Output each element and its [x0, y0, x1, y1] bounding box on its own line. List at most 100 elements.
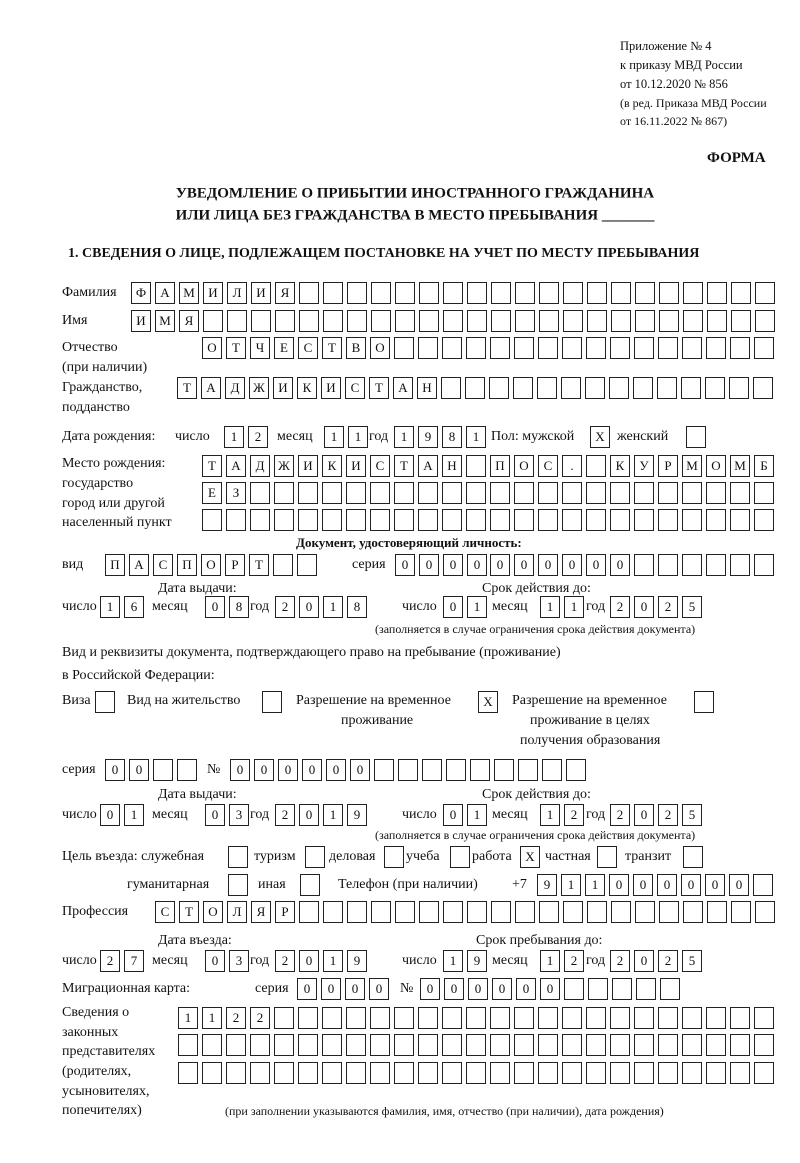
sex-male-checkbox[interactable]: X	[590, 426, 610, 448]
stay-until-month-cell[interactable]: 1	[540, 950, 560, 972]
name-cell[interactable]	[371, 310, 391, 332]
id-kind-cell[interactable]: О	[201, 554, 221, 576]
birth-place-3-cell[interactable]	[250, 509, 270, 531]
surname-cell[interactable]	[371, 282, 391, 304]
id-kind-cell[interactable]	[273, 554, 293, 576]
id-number-cell[interactable]	[730, 554, 750, 576]
stay-issue-year-cell[interactable]: 9	[347, 804, 367, 826]
stay-issue-year-cell[interactable]: 2	[275, 804, 295, 826]
citizenship-cell[interactable]	[513, 377, 533, 399]
birth-place-1-cell[interactable]: Р	[658, 455, 678, 477]
patronymic-cell[interactable]	[466, 337, 486, 359]
representatives-3-cell[interactable]	[490, 1062, 510, 1084]
phone-cell[interactable]	[753, 874, 773, 896]
citizenship-cell[interactable]: Д	[225, 377, 245, 399]
id-number-cell[interactable]	[682, 554, 702, 576]
patronymic-cell[interactable]	[682, 337, 702, 359]
name-cell[interactable]: М	[155, 310, 175, 332]
representatives-3-cell[interactable]	[226, 1062, 246, 1084]
citizenship-cell[interactable]: А	[201, 377, 221, 399]
surname-cell[interactable]	[299, 282, 319, 304]
representatives-1-cell[interactable]	[682, 1007, 702, 1029]
profession-cell[interactable]	[419, 901, 439, 923]
patronymic-cell[interactable]: О	[370, 337, 390, 359]
representatives-1-cell[interactable]	[394, 1007, 414, 1029]
stay-until-day-cell[interactable]: 9	[467, 950, 487, 972]
name-cell[interactable]	[467, 310, 487, 332]
birth-day-cell[interactable]: 2	[248, 426, 268, 448]
citizenship-cell[interactable]	[705, 377, 725, 399]
birth-place-2-cell[interactable]	[514, 482, 534, 504]
patronymic-cell[interactable]	[418, 337, 438, 359]
surname-cell[interactable]	[563, 282, 583, 304]
profession-cell[interactable]	[755, 901, 775, 923]
surname-cell[interactable]	[587, 282, 607, 304]
surname-cell[interactable]	[395, 282, 415, 304]
representatives-3-cell[interactable]	[514, 1062, 534, 1084]
profession-cell[interactable]	[467, 901, 487, 923]
birth-place-1-cell[interactable]: М	[682, 455, 702, 477]
representatives-1-cell[interactable]	[562, 1007, 582, 1029]
id-series-cell[interactable]: 0	[467, 554, 487, 576]
representatives-3-cell[interactable]	[538, 1062, 558, 1084]
representatives-3-cell[interactable]	[250, 1062, 270, 1084]
purpose-humanitarian-checkbox[interactable]	[228, 874, 248, 896]
id-valid-month-cell[interactable]: 1	[564, 596, 584, 618]
entry-year-cell[interactable]: 2	[275, 950, 295, 972]
birth-place-3-cell[interactable]	[586, 509, 606, 531]
citizenship-cell[interactable]	[681, 377, 701, 399]
surname-cell[interactable]	[491, 282, 511, 304]
id-kind-cell[interactable]: Р	[225, 554, 245, 576]
phone-cell[interactable]: 0	[729, 874, 749, 896]
purpose-other-checkbox[interactable]	[300, 874, 320, 896]
birth-place-2-cell[interactable]	[610, 482, 630, 504]
temp-residence-checkbox[interactable]: X	[478, 691, 498, 713]
birth-year-cell[interactable]: 1	[394, 426, 414, 448]
stay-until-year-cell[interactable]: 5	[682, 950, 702, 972]
birth-place-1-cell[interactable]: М	[730, 455, 750, 477]
representatives-2-cell[interactable]	[178, 1034, 198, 1056]
citizenship-cell[interactable]: И	[273, 377, 293, 399]
stay-valid-month-cell[interactable]: 2	[564, 804, 584, 826]
birth-place-2-cell[interactable]	[250, 482, 270, 504]
citizenship-cell[interactable]: А	[393, 377, 413, 399]
patronymic-cell[interactable]	[610, 337, 630, 359]
id-number-cell[interactable]: 0	[586, 554, 606, 576]
birth-place-2-cell[interactable]	[346, 482, 366, 504]
birth-place-2-cell[interactable]	[466, 482, 486, 504]
patronymic-cell[interactable]	[538, 337, 558, 359]
citizenship-cell[interactable]	[441, 377, 461, 399]
purpose-work-checkbox[interactable]: X	[520, 846, 540, 868]
birth-place-1-cell[interactable]: А	[226, 455, 246, 477]
citizenship-cell[interactable]: Т	[369, 377, 389, 399]
birth-place-3-cell[interactable]	[346, 509, 366, 531]
mig-number-cell[interactable]: 0	[540, 978, 560, 1000]
birth-place-3-cell[interactable]	[562, 509, 582, 531]
visa-checkbox[interactable]	[95, 691, 115, 713]
birth-place-3-cell[interactable]	[442, 509, 462, 531]
profession-cell[interactable]: Я	[251, 901, 271, 923]
patronymic-cell[interactable]	[658, 337, 678, 359]
representatives-2-cell[interactable]	[442, 1034, 462, 1056]
profession-cell[interactable]	[323, 901, 343, 923]
representatives-2-cell[interactable]	[226, 1034, 246, 1056]
representatives-3-cell[interactable]	[634, 1062, 654, 1084]
profession-cell[interactable]	[539, 901, 559, 923]
birth-place-3-cell[interactable]	[634, 509, 654, 531]
representatives-2-cell[interactable]	[394, 1034, 414, 1056]
birth-place-1-cell[interactable]	[466, 455, 486, 477]
id-number-cell[interactable]	[634, 554, 654, 576]
representatives-2-cell[interactable]	[754, 1034, 774, 1056]
stay-valid-year-cell[interactable]: 5	[682, 804, 702, 826]
phone-cell[interactable]: 1	[561, 874, 581, 896]
citizenship-cell[interactable]: Ж	[249, 377, 269, 399]
id-valid-year-cell[interactable]: 2	[610, 596, 630, 618]
stay-issue-month-cell[interactable]: 0	[205, 804, 225, 826]
profession-cell[interactable]	[443, 901, 463, 923]
profession-cell[interactable]: О	[203, 901, 223, 923]
birth-place-1-cell[interactable]: П	[490, 455, 510, 477]
representatives-3-cell[interactable]	[298, 1062, 318, 1084]
purpose-official-checkbox[interactable]	[228, 846, 248, 868]
birth-month-cell[interactable]: 1	[348, 426, 368, 448]
representatives-2-cell[interactable]	[298, 1034, 318, 1056]
